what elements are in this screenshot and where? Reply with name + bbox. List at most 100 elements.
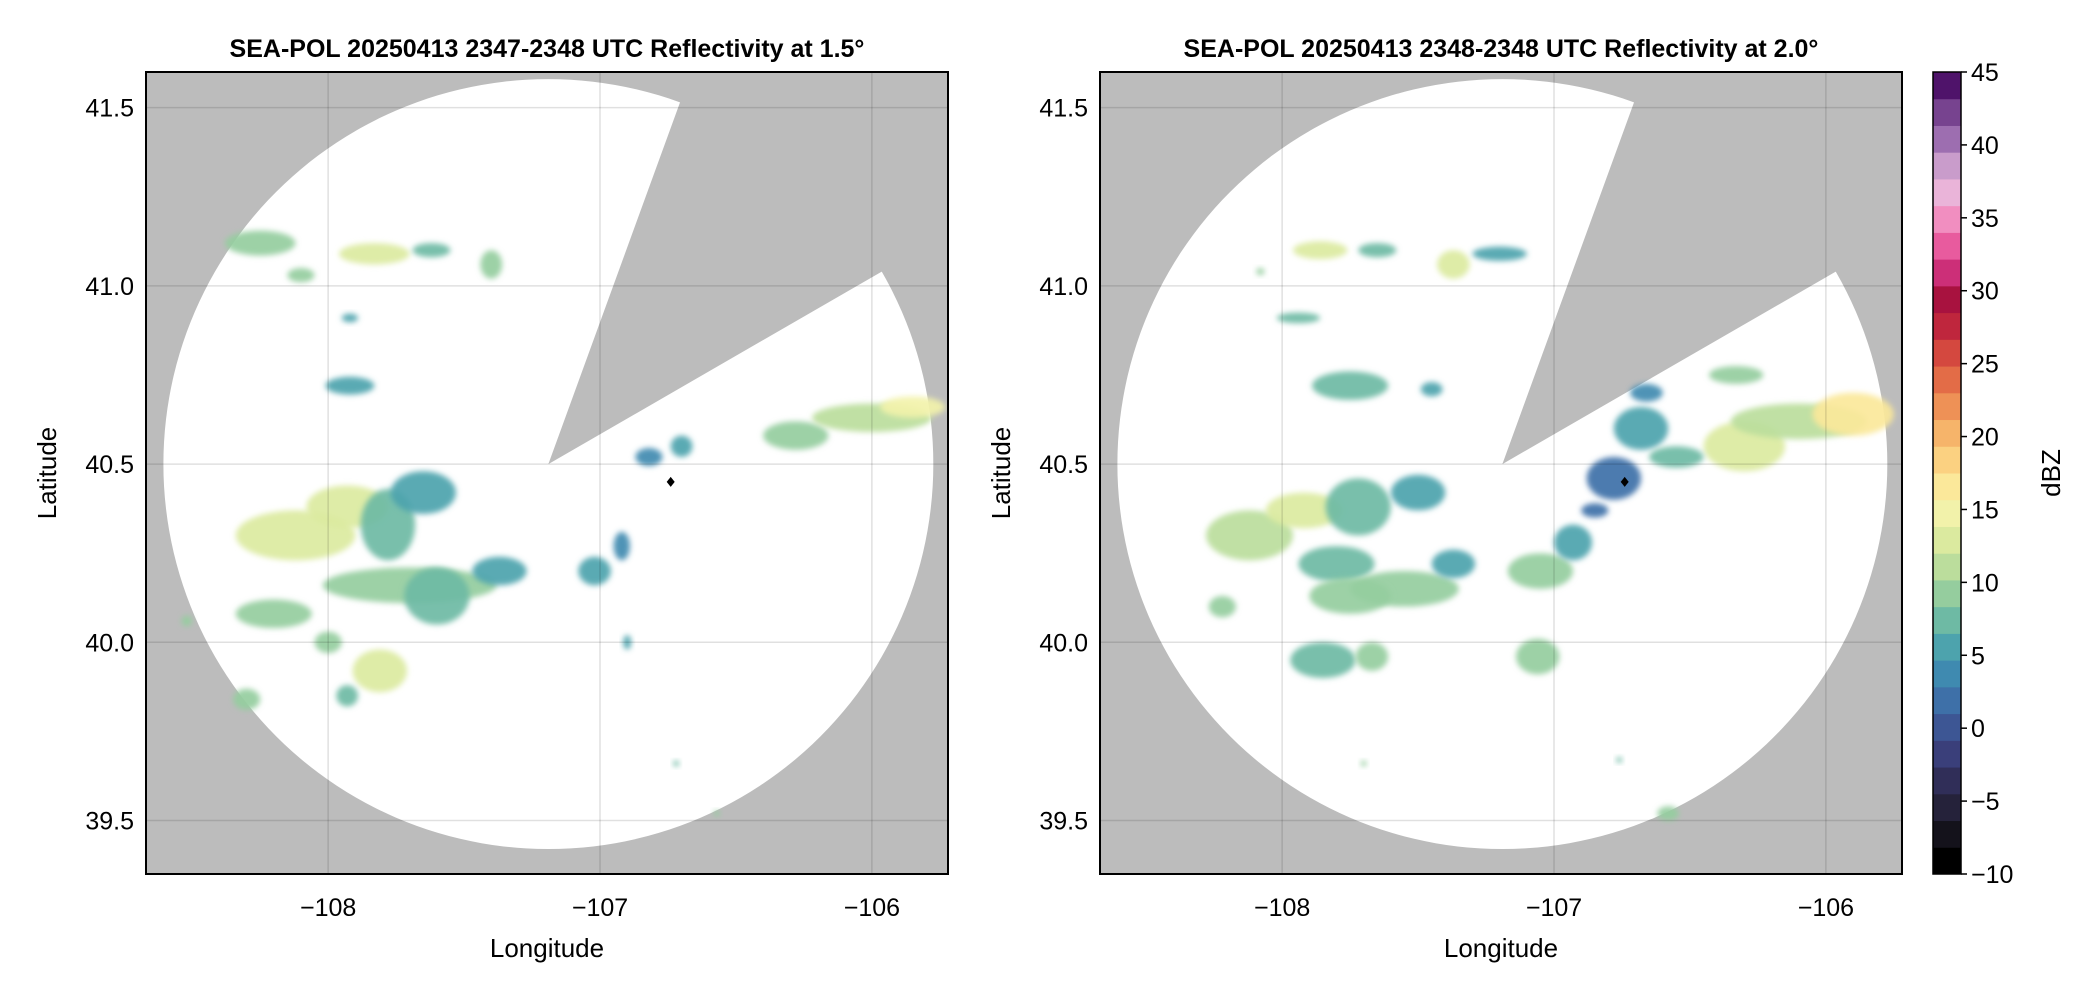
- colorbar-tick-label: 45: [1971, 59, 1999, 87]
- colorbar-swatch: [1933, 285, 1961, 314]
- colorbar-swatch: [1933, 232, 1961, 260]
- reflectivity-echo: [1616, 756, 1623, 763]
- y-tick-label: 41.0: [85, 273, 134, 301]
- reflectivity-echo: [1708, 366, 1764, 384]
- colorbar-swatch: [1933, 499, 1961, 527]
- colorbar-swatch: [1933, 606, 1961, 634]
- reflectivity-echo: [1437, 250, 1470, 279]
- colorbar-swatch: [1933, 259, 1961, 287]
- colorbar-swatch: [1933, 847, 1961, 875]
- colorbar: −10 −5 0 5 10 15 20 25 30 35 40 45 dBZ: [1932, 59, 2066, 889]
- x-axis-ticks: −108 −107 −106: [1254, 894, 1854, 922]
- reflectivity-echo: [352, 649, 407, 693]
- reflectivity-echo: [1613, 407, 1669, 450]
- reflectivity-echo: [1298, 546, 1375, 582]
- colorbar-swatch: [1933, 660, 1961, 688]
- reflectivity-echo: [1581, 503, 1609, 518]
- colorbar-swatch: [1933, 205, 1961, 233]
- reflectivity-echo: [287, 268, 315, 283]
- reflectivity-echo: [1649, 446, 1704, 468]
- colorbar-swatch: [1933, 633, 1961, 661]
- echo-layer: [181, 230, 946, 817]
- reflectivity-echo: [1630, 383, 1663, 402]
- colorbar-swatch: [1933, 98, 1961, 126]
- colorbar-tick-label: 10: [1971, 569, 1999, 597]
- colorbar-swatch: [1933, 446, 1961, 474]
- colorbar-frame: [1932, 71, 1962, 875]
- reflectivity-echo: [235, 599, 312, 629]
- reflectivity-echo: [673, 760, 680, 767]
- reflectivity-echo: [1276, 312, 1321, 324]
- colorbar-swatch: [1933, 820, 1961, 848]
- y-axis-label: Latitude: [32, 427, 62, 520]
- y-tick-label: 41.5: [1039, 95, 1088, 123]
- colorbar-tick-label: 25: [1971, 351, 1999, 379]
- y-axis-ticks: 39.5 40.0 40.5 41.0 41.5: [85, 95, 134, 836]
- colorbar-swatch: [1933, 392, 1961, 421]
- reflectivity-echo: [325, 376, 375, 395]
- colorbar-swatch: [1933, 366, 1961, 394]
- reflectivity-echo: [1360, 760, 1367, 767]
- colorbar-label: dBZ: [2036, 449, 2066, 497]
- x-tick-label: −107: [572, 894, 628, 922]
- reflectivity-echo: [232, 688, 261, 711]
- reflectivity-echo: [390, 471, 456, 514]
- x-tick-label: −108: [1254, 894, 1310, 922]
- reflectivity-echo: [578, 556, 611, 586]
- x-axis-label: Longitude: [490, 933, 604, 963]
- reflectivity-echo: [1586, 456, 1642, 500]
- y-tick-label: 40.0: [1039, 629, 1088, 657]
- colorbar-swatch: [1933, 793, 1961, 822]
- reflectivity-echo: [613, 531, 630, 561]
- colorbar-tick-label: −5: [1971, 788, 2000, 816]
- y-tick-label: 40.0: [85, 629, 134, 657]
- colorbar-swatch: [1933, 526, 1961, 554]
- reflectivity-echo: [336, 685, 359, 707]
- colorbar-tick-label: 0: [1971, 715, 1985, 743]
- x-axis-ticks: −108 −107 −106: [300, 894, 900, 922]
- echo-layer: [1206, 241, 1894, 821]
- reflectivity-panel-1p5-deg: SEA-POL 20250413 2347-2348 UTC Reflectiv…: [32, 35, 949, 963]
- reflectivity-echo: [1420, 382, 1443, 397]
- y-tick-label: 39.5: [85, 808, 134, 836]
- reflectivity-echo: [1515, 638, 1560, 675]
- panel-title: SEA-POL 20250413 2348-2348 UTC Reflectiv…: [1184, 35, 1819, 63]
- reflectivity-echo: [1812, 392, 1894, 436]
- colorbar-swatch: [1933, 72, 1961, 100]
- colorbar-swatch: [1933, 419, 1961, 447]
- colorbar-tick-label: 30: [1971, 278, 1999, 306]
- reflectivity-echo: [1554, 524, 1593, 561]
- colorbar-tick-label: 40: [1971, 132, 1999, 160]
- reflectivity-echo: [339, 243, 410, 265]
- colorbar-swatch: [1933, 152, 1961, 180]
- reflectivity-echo: [181, 615, 193, 627]
- x-tick-label: −106: [1798, 894, 1854, 922]
- x-tick-label: −106: [844, 894, 900, 922]
- colorbar-swatch: [1933, 579, 1961, 608]
- reflectivity-echo: [1472, 246, 1527, 261]
- plot-frame: [1099, 71, 1903, 875]
- y-tick-label: 39.5: [1039, 808, 1088, 836]
- reflectivity-echo: [412, 243, 451, 258]
- reflectivity-echo: [1208, 595, 1236, 618]
- reflectivity-echo: [1507, 553, 1574, 589]
- reflectivity-echo: [635, 448, 663, 466]
- reflectivity-echo: [1256, 268, 1265, 276]
- reflectivity-echo: [1355, 642, 1389, 671]
- colorbar-swatch: [1933, 178, 1961, 207]
- colorbar-swatch: [1933, 473, 1961, 501]
- colorbar-tick-label: 15: [1971, 496, 1999, 524]
- reflectivity-echo: [1309, 578, 1391, 614]
- colorbar-swatch: [1933, 553, 1961, 581]
- reflectivity-echo: [314, 631, 342, 654]
- reflectivity-echo: [1431, 549, 1476, 579]
- y-tick-label: 40.5: [1039, 451, 1088, 479]
- colorbar-swatch: [1933, 686, 1961, 715]
- radar-site-marker: [1620, 476, 1629, 487]
- reflectivity-echo: [713, 810, 721, 817]
- reflectivity-echo: [1293, 241, 1348, 260]
- reflectivity-echo: [224, 230, 296, 256]
- colorbar-tick-label: −10: [1971, 861, 2013, 889]
- reflectivity-echo: [1358, 243, 1397, 258]
